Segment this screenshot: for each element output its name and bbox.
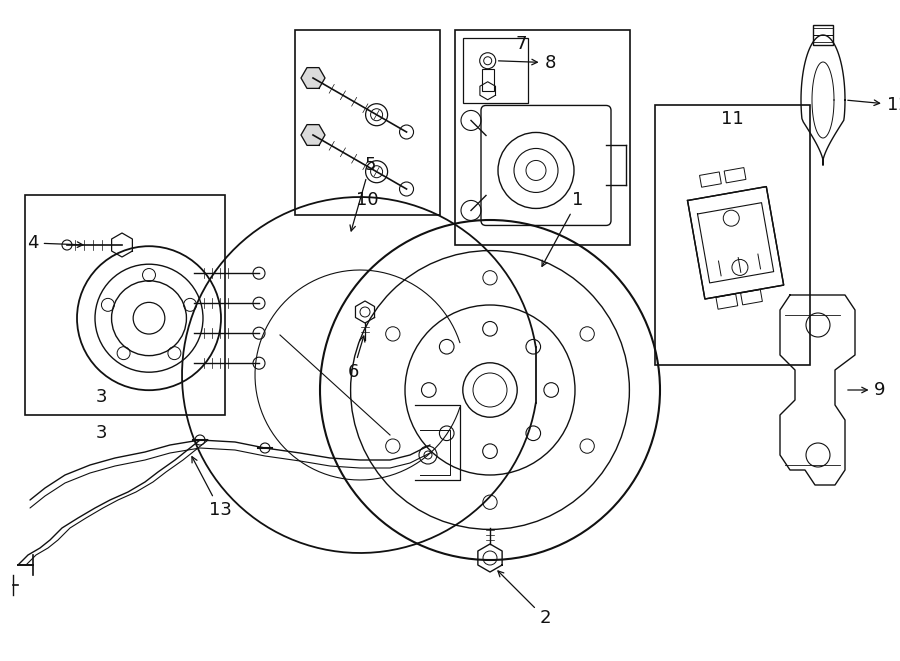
Bar: [482, 69, 494, 91]
Bar: [741, 290, 762, 305]
Text: 13: 13: [192, 457, 231, 519]
Bar: [813, 25, 833, 45]
Text: 10: 10: [356, 191, 379, 209]
Bar: [463, 38, 528, 103]
Text: 11: 11: [721, 110, 744, 128]
Text: 2: 2: [498, 571, 551, 627]
Text: 12: 12: [848, 96, 900, 114]
Text: 5: 5: [350, 156, 376, 231]
Text: 7: 7: [516, 35, 527, 53]
Bar: [699, 172, 721, 187]
Bar: [295, 30, 440, 215]
Bar: [655, 105, 810, 365]
Text: 1: 1: [542, 191, 584, 266]
Text: 4: 4: [27, 234, 83, 252]
Text: 6: 6: [347, 336, 365, 381]
Text: 3: 3: [95, 388, 107, 406]
Polygon shape: [301, 125, 325, 145]
Bar: [716, 294, 738, 309]
Bar: [455, 30, 630, 245]
Text: 8: 8: [499, 54, 555, 71]
Bar: [724, 168, 746, 183]
Bar: [25, 195, 225, 415]
Text: 9: 9: [848, 381, 886, 399]
Text: 3: 3: [95, 424, 107, 442]
Polygon shape: [301, 67, 325, 89]
